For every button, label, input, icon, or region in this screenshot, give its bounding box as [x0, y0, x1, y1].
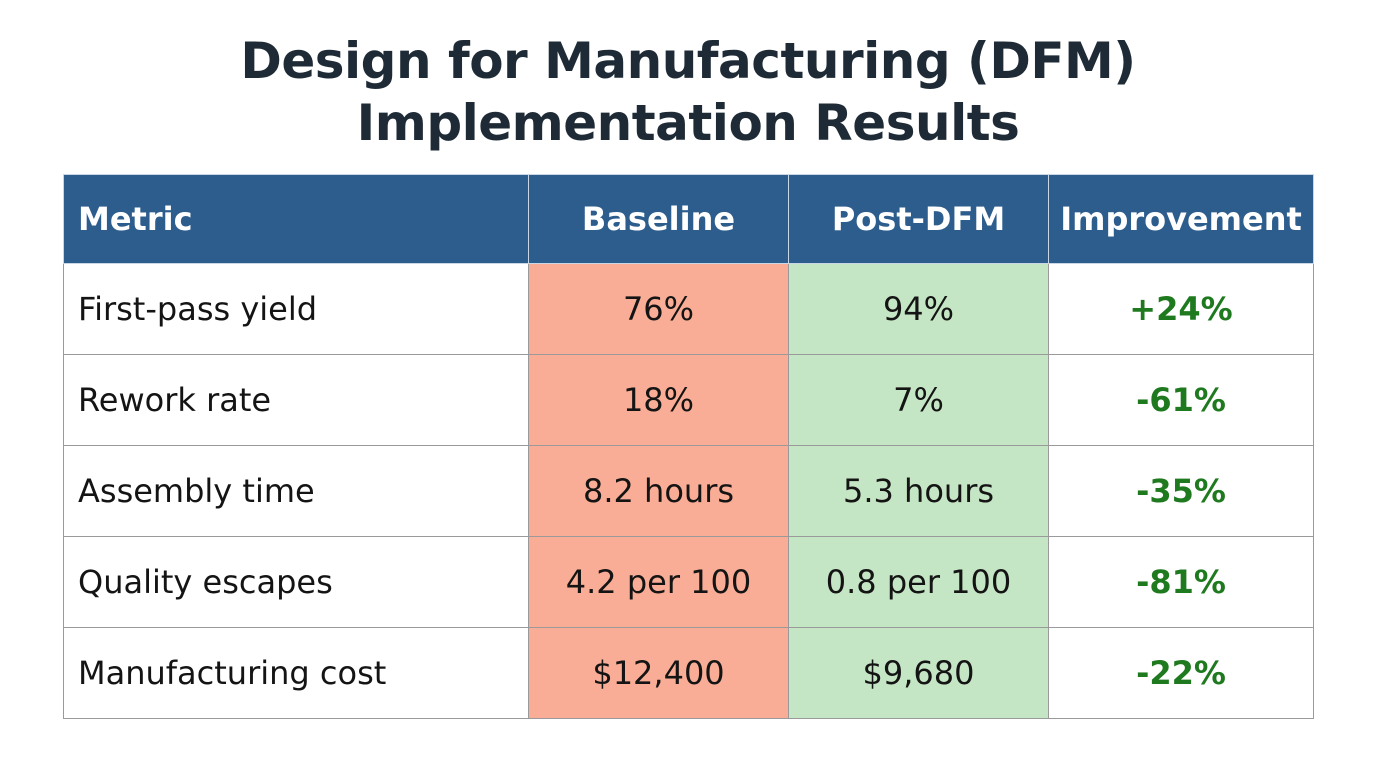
- column-header-metric: Metric: [63, 174, 529, 264]
- improvement-cell: -61%: [1048, 354, 1314, 446]
- baseline-cell: 18%: [528, 354, 789, 446]
- title-line-1: Design for Manufacturing (DFM): [240, 32, 1136, 90]
- page-title: Design for Manufacturing (DFM) Implement…: [0, 30, 1376, 154]
- improvement-cell: -22%: [1048, 627, 1314, 719]
- post-dfm-cell: 94%: [788, 263, 1049, 355]
- improvement-cell: +24%: [1048, 263, 1314, 355]
- post-dfm-cell: 0.8 per 100: [788, 536, 1049, 628]
- table-row: Quality escapes 4.2 per 100 0.8 per 100 …: [63, 536, 1314, 628]
- title-line-2: Implementation Results: [356, 94, 1020, 152]
- baseline-cell: $12,400: [528, 627, 789, 719]
- results-table: Metric Baseline Post-DFM Improvement Fir…: [63, 174, 1314, 719]
- table-row: Manufacturing cost $12,400 $9,680 -22%: [63, 627, 1314, 719]
- post-dfm-cell: 7%: [788, 354, 1049, 446]
- metric-cell: First-pass yield: [63, 263, 529, 355]
- column-header-post-dfm: Post-DFM: [788, 174, 1049, 264]
- improvement-cell: -35%: [1048, 445, 1314, 537]
- metric-cell: Quality escapes: [63, 536, 529, 628]
- baseline-cell: 76%: [528, 263, 789, 355]
- column-header-baseline: Baseline: [528, 174, 789, 264]
- table-row: Assembly time 8.2 hours 5.3 hours -35%: [63, 445, 1314, 537]
- metric-cell: Manufacturing cost: [63, 627, 529, 719]
- metric-cell: Assembly time: [63, 445, 529, 537]
- table-row: First-pass yield 76% 94% +24%: [63, 263, 1314, 355]
- table-row: Rework rate 18% 7% -61%: [63, 354, 1314, 446]
- metric-cell: Rework rate: [63, 354, 529, 446]
- improvement-cell: -81%: [1048, 536, 1314, 628]
- post-dfm-cell: 5.3 hours: [788, 445, 1049, 537]
- baseline-cell: 4.2 per 100: [528, 536, 789, 628]
- header-row: Metric Baseline Post-DFM Improvement: [63, 174, 1314, 264]
- baseline-cell: 8.2 hours: [528, 445, 789, 537]
- post-dfm-cell: $9,680: [788, 627, 1049, 719]
- column-header-improvement: Improvement: [1048, 174, 1314, 264]
